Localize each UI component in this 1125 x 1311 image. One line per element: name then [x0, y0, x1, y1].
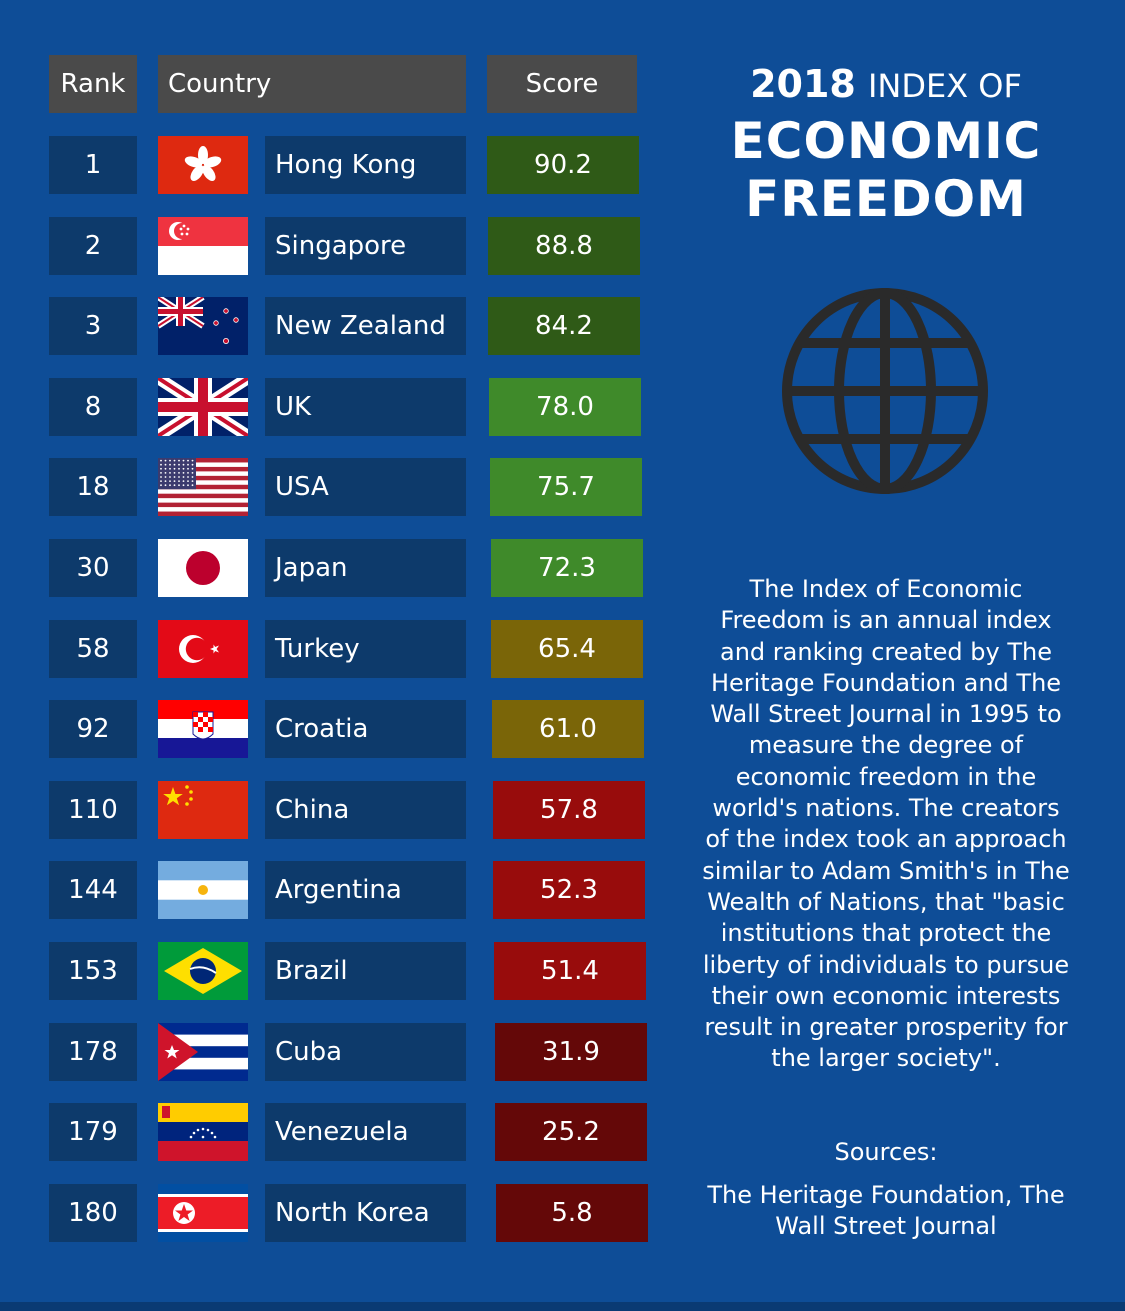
usa-flag — [158, 458, 248, 516]
rank-header: Rank — [49, 55, 137, 113]
new-zealand-flag — [158, 297, 248, 355]
country-cell: Croatia — [265, 700, 466, 758]
cuba-flag — [158, 1023, 248, 1081]
rank-cell: 144 — [49, 861, 137, 919]
country-cell: New Zealand — [265, 297, 466, 355]
hong-kong-flag — [158, 136, 248, 194]
sources-text: The Heritage Foundation, The Wall Street… — [707, 1181, 1065, 1240]
country-cell: UK — [265, 378, 466, 436]
description-text: The Index of Economic Freedom is an annu… — [702, 575, 1070, 1073]
title-economic: ECONOMIC — [730, 112, 1042, 170]
singapore-flag — [158, 217, 248, 275]
score-cell: 84.2 — [488, 297, 640, 355]
country-cell: Cuba — [265, 1023, 466, 1081]
rank-cell: 58 — [49, 620, 137, 678]
country-cell: Venezuela — [265, 1103, 466, 1161]
title-year: 2018 — [750, 62, 856, 106]
country-cell: Turkey — [265, 620, 466, 678]
uk-flag — [158, 378, 248, 436]
venezuela-flag — [158, 1103, 248, 1161]
rank-cell: 179 — [49, 1103, 137, 1161]
brazil-flag — [158, 942, 248, 1000]
score-cell: 31.9 — [495, 1023, 647, 1081]
rank-cell: 92 — [49, 700, 137, 758]
rank-cell: 180 — [49, 1184, 137, 1242]
japan-flag — [158, 539, 248, 597]
country-cell: Hong Kong — [265, 136, 466, 194]
country-cell: Argentina — [265, 861, 466, 919]
croatia-flag — [158, 700, 248, 758]
rank-cell: 110 — [49, 781, 137, 839]
country-cell: Singapore — [265, 217, 466, 275]
score-cell: 78.0 — [489, 378, 641, 436]
rank-cell: 3 — [49, 297, 137, 355]
score-cell: 57.8 — [493, 781, 645, 839]
globe-icon — [782, 288, 988, 494]
score-cell: 51.4 — [494, 942, 646, 1000]
score-cell: 52.3 — [493, 861, 645, 919]
sources-label: Sources: — [834, 1138, 938, 1166]
score-cell: 61.0 — [492, 700, 644, 758]
country-cell: North Korea — [265, 1184, 466, 1242]
rank-cell: 1 — [49, 136, 137, 194]
score-cell: 88.8 — [488, 217, 640, 275]
argentina-flag — [158, 861, 248, 919]
rank-cell: 153 — [49, 942, 137, 1000]
rank-cell: 18 — [49, 458, 137, 516]
rank-cell: 8 — [49, 378, 137, 436]
turkey-flag — [158, 620, 248, 678]
country-header: Country — [158, 55, 466, 113]
country-cell: Japan — [265, 539, 466, 597]
north-korea-flag — [158, 1184, 248, 1242]
country-cell: Brazil — [265, 942, 466, 1000]
score-cell: 5.8 — [496, 1184, 648, 1242]
country-cell: China — [265, 781, 466, 839]
score-cell: 65.4 — [491, 620, 643, 678]
country-cell: USA — [265, 458, 466, 516]
title-freedom: FREEDOM — [745, 170, 1027, 228]
rank-cell: 30 — [49, 539, 137, 597]
score-header: Score — [487, 55, 637, 113]
score-cell: 72.3 — [491, 539, 643, 597]
score-cell: 75.7 — [490, 458, 642, 516]
rank-cell: 178 — [49, 1023, 137, 1081]
title-index-of: INDEX OF — [867, 67, 1022, 105]
bottom-bar — [0, 1302, 1125, 1311]
page-title: 2018 INDEX OF ECONOMIC FREEDOM — [700, 62, 1072, 228]
score-cell: 25.2 — [495, 1103, 647, 1161]
rank-cell: 2 — [49, 217, 137, 275]
china-flag — [158, 781, 248, 839]
score-cell: 90.2 — [487, 136, 639, 194]
